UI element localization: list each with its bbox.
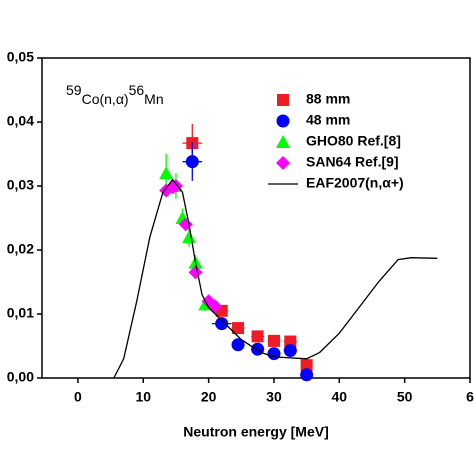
marker	[251, 330, 264, 343]
y-tick-label: 0,03	[7, 177, 34, 193]
legend-swatch	[277, 94, 289, 106]
x-tick-label: 0	[74, 389, 82, 405]
annotation-part: Co(n,α)	[82, 91, 129, 107]
x-tick-label: 30	[266, 389, 282, 405]
x-tick-label: 20	[201, 389, 217, 405]
plot-frame	[41, 57, 471, 379]
marker	[185, 155, 199, 169]
y-tick-label: 0,05	[7, 49, 34, 65]
y-tick-label: 0,00	[7, 369, 34, 385]
marker	[231, 338, 245, 352]
legend-label: EAF2007(n,α+)	[306, 175, 404, 191]
x-tick-label: 40	[332, 389, 348, 405]
y-tick-label: 0,02	[7, 241, 34, 257]
legend-swatch	[276, 135, 290, 148]
legend-swatch	[276, 156, 290, 170]
annotation-part: Mn	[144, 91, 163, 107]
reaction-annotation: 59Co(n,α)56Mn	[66, 82, 164, 107]
x-tick-label: 6	[466, 389, 474, 405]
marker	[188, 265, 203, 280]
marker	[300, 359, 313, 372]
legend-swatch	[276, 114, 290, 128]
marker	[159, 166, 174, 180]
annotation-part: 59	[66, 82, 82, 98]
legend-label: SAN64 Ref.[9]	[306, 154, 399, 170]
marker	[283, 343, 297, 357]
marker	[267, 334, 280, 347]
marker	[267, 347, 281, 361]
x-axis-label: Neutron energy [MeV]	[183, 424, 328, 440]
marker	[300, 368, 314, 382]
x-tick-label: 10	[135, 389, 151, 405]
line	[113, 178, 438, 379]
legend-label: 88 mm	[306, 91, 350, 107]
x-tick-label: 50	[397, 389, 413, 405]
marker	[232, 322, 245, 335]
legend-label: GHO80 Ref.[8]	[306, 133, 401, 149]
marker	[251, 342, 265, 356]
marker	[182, 230, 197, 244]
annotation-part: 56	[129, 82, 145, 98]
y-tick-label: 0,04	[7, 113, 34, 129]
y-tick-label: 0,01	[7, 305, 34, 321]
legend-label: 48 mm	[306, 112, 350, 128]
marker	[284, 335, 297, 348]
marker	[215, 317, 229, 331]
